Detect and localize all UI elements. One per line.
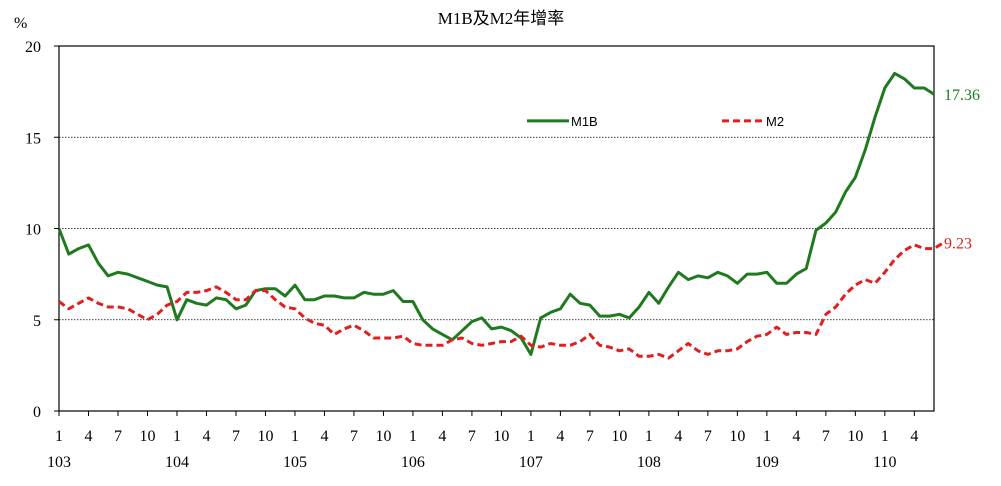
x-tick-label: 4 (438, 428, 446, 445)
x-tick-label: 1 (645, 428, 653, 445)
end-labels: 17.36 9.23 (944, 87, 980, 252)
y-tick-label: 10 (25, 222, 41, 239)
x-tick-label: 4 (320, 428, 328, 445)
x-tick-label: 4 (910, 428, 918, 445)
year-label: 104 (165, 454, 189, 471)
y-axis-unit: % (14, 15, 27, 32)
x-tick-label: 1 (173, 428, 181, 445)
year-label: 107 (519, 454, 543, 471)
x-tick-label: 4 (202, 428, 210, 445)
y-tick-labels: 0 5 10 15 20 (25, 39, 59, 421)
x-tick-label: 7 (468, 428, 476, 445)
series-lines (57, 71, 945, 360)
x-tick-label: 4 (792, 428, 800, 445)
x-tick-label: 10 (375, 428, 391, 445)
x-tick-label: 7 (232, 428, 240, 445)
x-tick-label: 7 (586, 428, 594, 445)
x-tick-label: 10 (493, 428, 509, 445)
year-labels: 103 104 105 106 107 108 109 110 (47, 454, 897, 471)
x-tick-label: 4 (556, 428, 564, 445)
x-tick-label: 1 (55, 428, 63, 445)
y-tick-label: 5 (33, 313, 41, 330)
year-label: 108 (637, 454, 661, 471)
x-tick-label: 7 (350, 428, 358, 445)
gridlines (59, 136, 934, 321)
x-tick-labels: 1 4 7 10 1 4 7 10 1 4 7 10 1 4 7 10 1 4 7 10 1 4 7 10 1 4 7 10 1 4 (55, 411, 918, 445)
plot-frame (58, 45, 935, 412)
axes (58, 45, 935, 412)
year-label: 103 (47, 454, 71, 471)
y-tick-label: 20 (25, 39, 41, 56)
x-tick-label: 4 (674, 428, 682, 445)
x-tick-label: 10 (611, 428, 627, 445)
x-tick-label: 1 (881, 428, 889, 445)
series-line-m2 (58, 241, 945, 360)
y-tick-label: 15 (25, 130, 41, 147)
year-label: 105 (283, 454, 307, 471)
x-tick-label: 10 (847, 428, 863, 445)
x-tick-label: 4 (84, 428, 92, 445)
chart-title: M1B及M2年增率 (438, 9, 565, 28)
year-label: 109 (755, 454, 779, 471)
x-tick-label: 7 (114, 428, 122, 445)
year-label: 110 (873, 454, 896, 471)
x-tick-label: 1 (291, 428, 299, 445)
legend-label-m1b: M1B (571, 114, 598, 129)
x-tick-label: 1 (527, 428, 535, 445)
x-tick-label: 7 (704, 428, 712, 445)
year-label: 106 (401, 454, 425, 471)
y-tick-label: 0 (33, 404, 41, 421)
x-tick-label: 10 (729, 428, 745, 445)
x-tick-label: 10 (139, 428, 155, 445)
x-tick-label: 1 (409, 428, 417, 445)
end-label-m2: 9.23 (944, 236, 972, 253)
x-tick-label: 1 (763, 428, 771, 445)
end-label-m1b: 17.36 (944, 87, 980, 104)
legend-label-m2: M2 (766, 114, 784, 129)
x-tick-label: 7 (822, 428, 830, 445)
series-line-m1b (57, 71, 935, 356)
x-tick-label: 10 (257, 428, 273, 445)
legend: M1B M2 (527, 114, 784, 129)
